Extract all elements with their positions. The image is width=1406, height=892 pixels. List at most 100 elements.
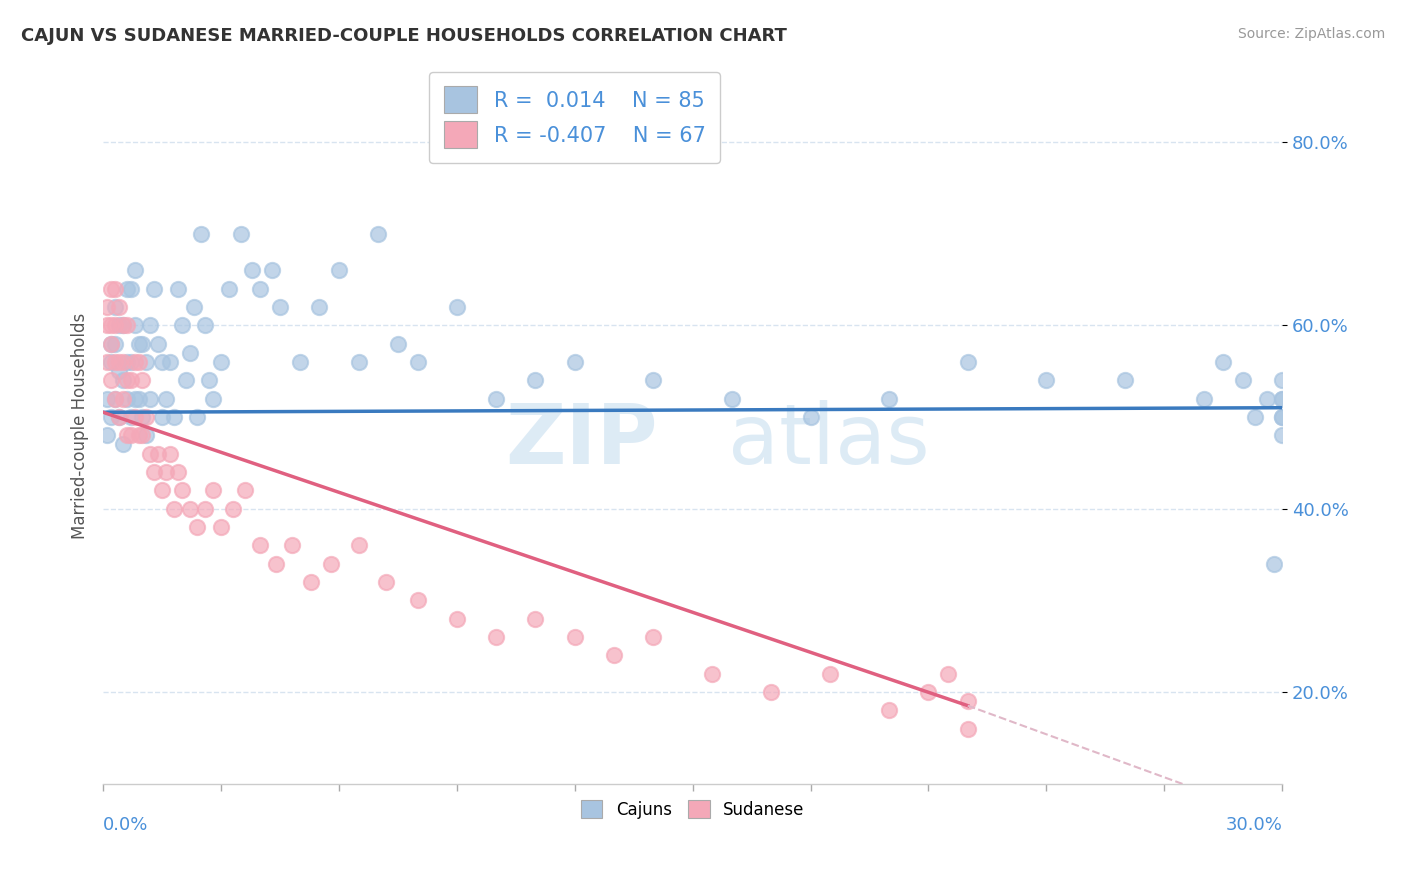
Point <box>96 355 118 369</box>
Point <box>124 263 146 277</box>
Point <box>347 355 370 369</box>
Point <box>1114 373 1136 387</box>
Point <box>120 281 142 295</box>
Point <box>104 392 127 406</box>
Point <box>111 392 134 406</box>
Point <box>288 355 311 369</box>
Point <box>108 300 131 314</box>
Point <box>281 538 304 552</box>
Point <box>163 501 186 516</box>
Point <box>124 409 146 424</box>
Point <box>1271 392 1294 406</box>
Point <box>406 593 429 607</box>
Point <box>100 355 122 369</box>
Point <box>183 300 205 314</box>
Point <box>128 355 150 369</box>
Point <box>111 318 134 333</box>
Point <box>170 318 193 333</box>
Point <box>818 666 841 681</box>
Point <box>120 409 142 424</box>
Point <box>104 392 127 406</box>
Point <box>179 501 201 516</box>
Point <box>222 501 245 516</box>
Point <box>111 373 134 387</box>
Point <box>1263 557 1285 571</box>
Point <box>301 574 323 589</box>
Text: Source: ZipAtlas.com: Source: ZipAtlas.com <box>1237 27 1385 41</box>
Point <box>139 318 162 333</box>
Text: CAJUN VS SUDANESE MARRIED-COUPLE HOUSEHOLDS CORRELATION CHART: CAJUN VS SUDANESE MARRIED-COUPLE HOUSEHO… <box>21 27 787 45</box>
Point <box>170 483 193 498</box>
Point <box>347 538 370 552</box>
Point <box>166 465 188 479</box>
Point <box>249 538 271 552</box>
Point <box>761 685 783 699</box>
Point <box>155 465 177 479</box>
Point <box>104 355 127 369</box>
Point <box>877 703 900 717</box>
Point <box>702 666 724 681</box>
Point <box>108 318 131 333</box>
Point <box>328 263 350 277</box>
Point <box>800 409 823 424</box>
Point <box>956 694 979 708</box>
Point <box>120 373 142 387</box>
Point <box>100 373 122 387</box>
Point <box>135 409 157 424</box>
Point <box>375 574 398 589</box>
Point <box>108 409 131 424</box>
Point <box>150 483 173 498</box>
Point <box>124 392 146 406</box>
Point <box>367 227 389 241</box>
Text: 30.0%: 30.0% <box>1226 815 1282 834</box>
Point <box>135 428 157 442</box>
Point <box>242 263 264 277</box>
Point <box>108 364 131 378</box>
Point <box>104 336 127 351</box>
Point <box>233 483 256 498</box>
Point <box>115 355 138 369</box>
Point <box>100 336 122 351</box>
Point <box>308 300 330 314</box>
Text: 0.0%: 0.0% <box>103 815 149 834</box>
Point <box>603 648 626 663</box>
Point <box>128 392 150 406</box>
Point <box>108 355 131 369</box>
Point <box>120 355 142 369</box>
Legend: Cajuns, Sudanese: Cajuns, Sudanese <box>574 793 811 825</box>
Point <box>146 446 169 460</box>
Point <box>179 345 201 359</box>
Point <box>131 336 153 351</box>
Point <box>269 300 291 314</box>
Point <box>264 557 287 571</box>
Point <box>446 611 468 625</box>
Point <box>166 281 188 295</box>
Point <box>100 281 122 295</box>
Y-axis label: Married-couple Households: Married-couple Households <box>72 313 89 539</box>
Point <box>209 520 232 534</box>
Point <box>111 437 134 451</box>
Point <box>146 336 169 351</box>
Point <box>956 355 979 369</box>
Point <box>150 355 173 369</box>
Point <box>131 373 153 387</box>
Point <box>124 318 146 333</box>
Point <box>131 409 153 424</box>
Point <box>135 355 157 369</box>
Point <box>387 336 409 351</box>
Point <box>190 227 212 241</box>
Point <box>524 373 547 387</box>
Point <box>446 300 468 314</box>
Point <box>150 409 173 424</box>
Point <box>159 446 181 460</box>
Point <box>139 392 162 406</box>
Point <box>128 428 150 442</box>
Point <box>194 501 217 516</box>
Point <box>319 557 342 571</box>
Point <box>917 685 939 699</box>
Point <box>936 666 959 681</box>
Point <box>1271 392 1294 406</box>
Point <box>100 409 122 424</box>
Point <box>108 409 131 424</box>
Point <box>96 392 118 406</box>
